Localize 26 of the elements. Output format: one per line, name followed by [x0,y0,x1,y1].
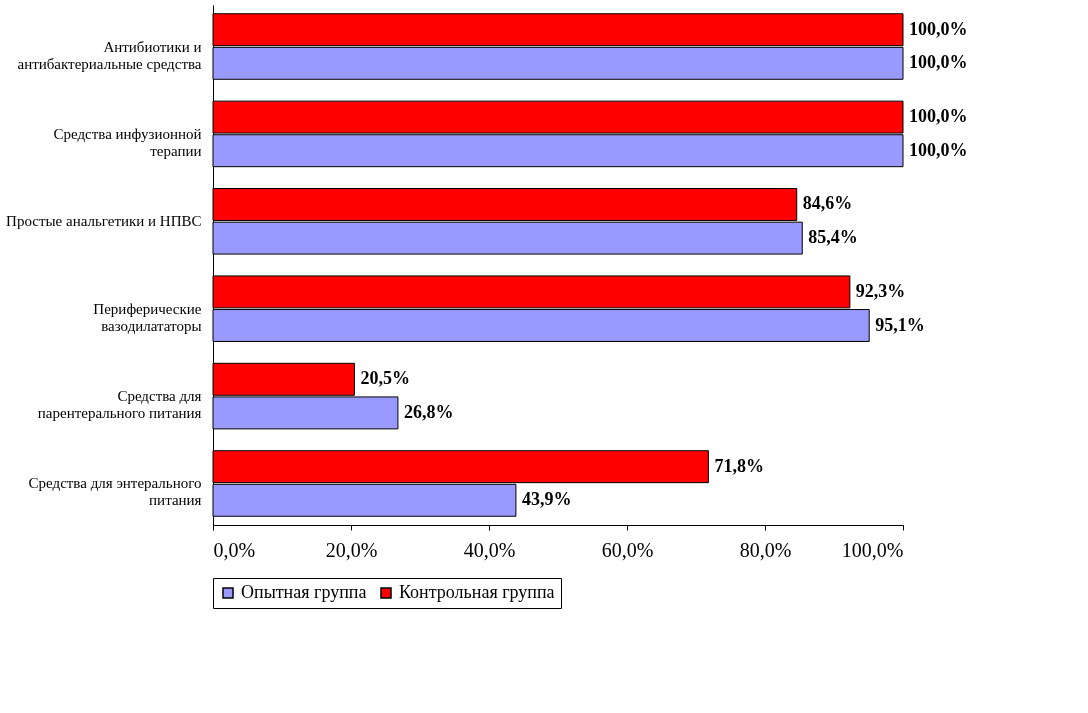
data-label: 100,0% [909,18,968,39]
data-label: 100,0% [909,52,968,73]
x-tick-label: 0,0% [213,538,256,561]
y-tick-label: Средства для энтерального питания [28,475,202,509]
x-tick-label: 100,0% [841,538,904,561]
legend-label: Опытная группа [241,582,367,602]
y-tick-label: Средства инфузионной терапии [53,125,202,159]
data-label: 43,9% [521,489,572,510]
data-label: 92,3% [855,280,906,301]
data-label: 85,4% [808,227,858,248]
x-tick-label: 20,0% [325,538,378,561]
data-label: 100,0% [909,106,968,127]
data-label: 20,5% [360,368,410,389]
data-label: 71,8% [714,455,764,476]
data-label: 100,0% [909,139,968,160]
data-label: 84,6% [802,193,853,214]
y-tick-label: Периферические вазодилататоры [93,300,202,334]
x-tick-label: 60,0% [601,538,654,561]
data-label: 26,8% [403,401,454,422]
legend-label: Контрольная группа [399,582,555,602]
x-tick-label: 80,0% [739,538,792,561]
x-tick-label: 40,0% [463,538,516,561]
y-tick-label: Антибиотики и антибактериальные средства [17,38,202,72]
y-tick-label: Средства для парентерального питания [37,388,202,422]
data-label: 95,1% [875,314,925,335]
y-tick-label: Простые анальгетики и НПВС [6,213,202,230]
